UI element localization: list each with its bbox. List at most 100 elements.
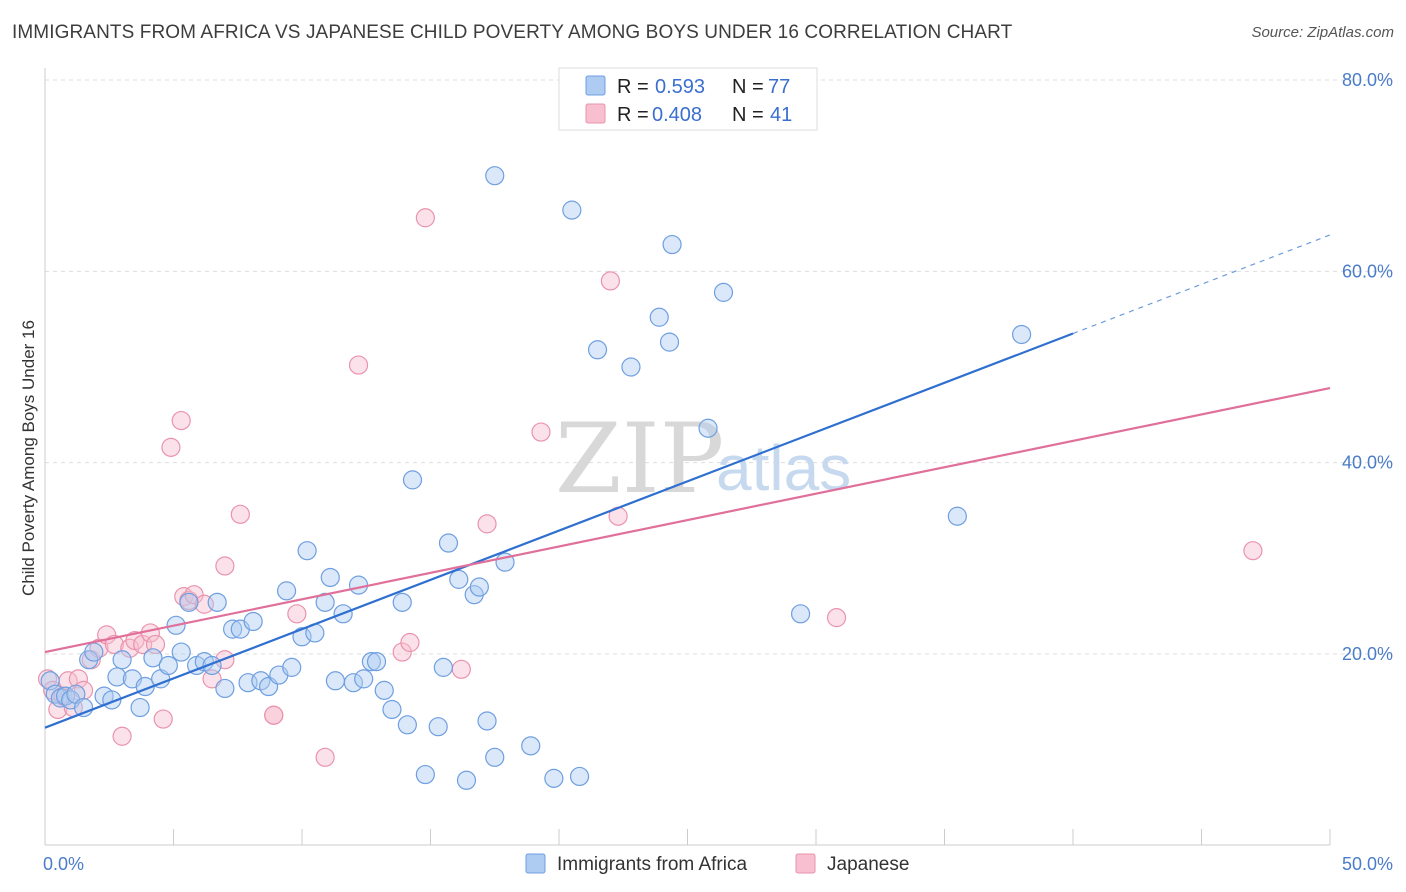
japanese-point xyxy=(400,632,420,653)
japanese-points xyxy=(37,208,1263,767)
grid-lines xyxy=(45,79,1392,655)
africa-point xyxy=(276,581,297,601)
japanese-point xyxy=(477,514,497,534)
africa-point xyxy=(562,200,582,220)
africa-point xyxy=(1011,324,1032,345)
japanese-point xyxy=(215,556,235,576)
y-tick-labels: 20.0% 40.0% 60.0% 80.0% xyxy=(1342,70,1393,664)
y-axis-title: Child Poverty Among Boys Under 16 xyxy=(19,320,38,596)
japanese-point xyxy=(264,705,284,725)
africa-point xyxy=(107,667,127,687)
japanese-point xyxy=(202,669,222,689)
africa-point xyxy=(348,575,369,595)
x-tick-labels: 0.0% 50.0% xyxy=(43,854,1393,874)
africa-point xyxy=(397,715,417,735)
africa-point xyxy=(243,611,263,632)
y-tick-label: 60.0% xyxy=(1342,261,1393,281)
legend-n-label-japanese: N = xyxy=(732,104,764,126)
africa-point xyxy=(354,669,374,689)
africa-trend-extension xyxy=(1072,234,1331,335)
africa-point xyxy=(662,234,682,255)
africa-point xyxy=(325,671,346,691)
africa-point xyxy=(315,592,335,612)
japanese-point xyxy=(415,208,435,228)
africa-point xyxy=(297,541,317,561)
africa-point xyxy=(366,652,387,672)
africa-point xyxy=(215,678,235,699)
africa-point xyxy=(143,648,163,668)
africa-point xyxy=(392,592,412,612)
africa-point xyxy=(433,657,453,677)
africa-point xyxy=(415,764,435,785)
japanese-point xyxy=(1243,541,1263,561)
africa-point xyxy=(587,340,608,360)
africa-point xyxy=(790,604,811,624)
africa-point xyxy=(251,671,271,691)
japanese-trend-line xyxy=(44,386,1331,654)
japanese-point xyxy=(171,410,191,431)
africa-point xyxy=(158,655,178,676)
africa-point xyxy=(469,577,489,597)
x-tick-label-max: 50.0% xyxy=(1342,854,1393,874)
series-legend-label-africa: Immigrants from Africa xyxy=(557,854,747,875)
africa-point xyxy=(282,657,302,677)
y-tick-label: 40.0% xyxy=(1342,453,1393,473)
africa-point xyxy=(521,736,541,756)
africa-point xyxy=(569,766,590,787)
africa-point xyxy=(649,307,669,327)
japanese-point xyxy=(315,747,335,767)
stats-legend: R = 0.593 N = 77 R = 0.408 N = 41 xyxy=(558,67,818,131)
axes xyxy=(44,68,1331,846)
africa-trend-line xyxy=(44,332,1074,729)
watermark-zip: ZIP xyxy=(555,403,724,515)
trend-lines xyxy=(44,234,1331,729)
africa-point xyxy=(179,592,199,612)
africa-point xyxy=(207,592,227,612)
africa-point xyxy=(544,768,564,788)
legend-r-label-japanese: R = xyxy=(617,104,649,126)
x-tick-label-min: 0.0% xyxy=(43,854,84,874)
africa-point xyxy=(361,652,381,672)
africa-point xyxy=(456,770,477,790)
africa-point xyxy=(343,673,363,693)
africa-point xyxy=(713,282,734,302)
africa-point xyxy=(320,567,340,588)
japanese-point xyxy=(531,422,551,442)
japanese-point xyxy=(348,355,369,375)
africa-point xyxy=(292,627,312,647)
legend-swatch-japanese xyxy=(585,103,606,124)
japanese-point xyxy=(287,604,307,624)
japanese-point xyxy=(600,271,621,291)
africa-point xyxy=(402,470,423,490)
africa-point xyxy=(698,418,718,438)
africa-point xyxy=(374,680,394,700)
chart-title: IMMIGRANTS FROM AFRICA VS JAPANESE CHILD… xyxy=(12,22,1013,43)
source-credit: Source: ZipAtlas.com xyxy=(1251,24,1394,41)
japanese-point xyxy=(826,608,847,628)
africa-point xyxy=(485,166,505,186)
japanese-point xyxy=(104,634,124,655)
africa-point xyxy=(438,533,459,553)
legend-r-value-africa: 0.593 xyxy=(655,76,705,98)
africa-point xyxy=(84,642,104,662)
africa-point xyxy=(621,357,641,377)
africa-point xyxy=(449,569,469,589)
africa-point xyxy=(485,747,505,767)
legend-r-label-africa: R = xyxy=(617,76,649,98)
legend-swatch-africa xyxy=(585,75,606,96)
africa-point xyxy=(130,697,150,718)
africa-point xyxy=(477,711,497,731)
africa-point xyxy=(382,699,402,720)
series-legend-label-japanese: Japanese xyxy=(827,854,909,875)
legend-r-value-japanese: 0.408 xyxy=(652,104,702,126)
japanese-point xyxy=(161,437,181,457)
japanese-point xyxy=(153,709,173,729)
japanese-point xyxy=(451,659,471,679)
africa-point xyxy=(428,717,448,737)
series-legend: Immigrants from Africa Japanese xyxy=(525,853,909,875)
japanese-point xyxy=(68,669,89,689)
y-tick-label: 20.0% xyxy=(1342,644,1393,664)
africa-point xyxy=(947,506,967,526)
watermark-atlas: atlas xyxy=(716,432,851,504)
